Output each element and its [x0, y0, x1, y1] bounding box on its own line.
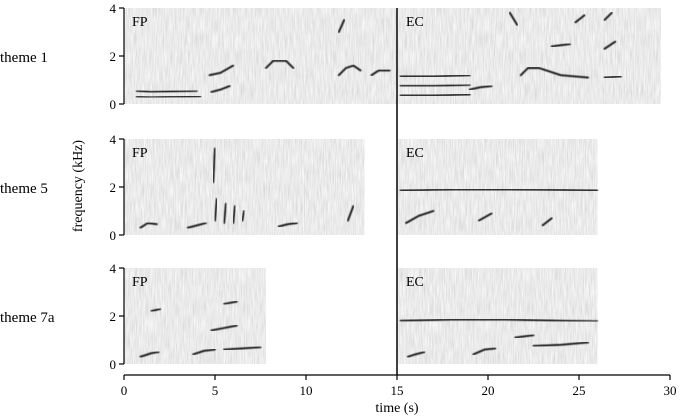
call-trace	[399, 93, 471, 97]
spectrogram-row: theme 5 FP EC 0 2 4	[0, 132, 599, 243]
spectrogram-background	[398, 268, 598, 364]
y-tick-label: 4	[110, 261, 117, 276]
call-trace	[241, 210, 246, 222]
spectrogram-rows: theme 1 FP EC 0 2 4 theme 5 FP EC 0 2 4 theme 7a FP EC…	[0, 1, 661, 372]
x-tick-label: 25	[573, 383, 586, 398]
spectrogram-background	[124, 8, 397, 104]
call-trace	[265, 59, 295, 69]
y-tick-label: 0	[110, 228, 117, 243]
spectrogram-row: theme 1 FP EC 0 2 4	[0, 1, 661, 112]
spectrogram-panel: EC	[398, 139, 599, 235]
call-trace	[468, 85, 493, 91]
x-tick-label: 10	[300, 383, 313, 398]
y-tick-label: 0	[110, 97, 117, 112]
call-trace	[212, 147, 216, 184]
row-label: theme 5	[0, 181, 48, 197]
call-trace	[370, 69, 391, 77]
call-trace	[603, 11, 613, 21]
call-trace	[519, 67, 590, 79]
call-trace	[532, 341, 590, 347]
call-trace	[210, 85, 231, 93]
panel-region-label: FP	[132, 15, 148, 30]
y-tick-label: 0	[110, 357, 117, 372]
x-tick-label: 30	[664, 383, 677, 398]
call-trace	[214, 198, 218, 222]
frequency-axis: 0 2 4	[110, 261, 125, 372]
spectrogram-panel: EC	[398, 268, 599, 364]
spectrogram-row: theme 7a FP EC 0 2 4	[0, 261, 599, 372]
call-trace	[150, 307, 162, 313]
call-trace	[337, 64, 362, 77]
y-tick-label: 2	[110, 49, 117, 64]
call-trace	[477, 212, 493, 222]
call-trace	[139, 351, 160, 358]
call-trace	[472, 347, 497, 356]
spectrogram-background	[398, 8, 661, 104]
panel-region-label: FP	[132, 275, 148, 290]
spectrogram-background	[124, 139, 365, 235]
spectrogram-background	[398, 139, 598, 235]
call-trace	[208, 64, 235, 77]
y-tick-label: 2	[110, 180, 117, 195]
call-trace	[541, 217, 553, 227]
call-trace	[223, 202, 227, 224]
x-tick-label: 5	[212, 383, 219, 398]
call-trace	[346, 205, 355, 222]
call-trace	[399, 188, 599, 192]
panel-region-label: FP	[132, 146, 148, 161]
call-trace	[223, 300, 238, 305]
call-trace	[210, 324, 238, 332]
y-tick-label: 2	[110, 309, 117, 324]
call-trace	[277, 222, 298, 228]
call-trace	[139, 222, 158, 229]
spectrogram-panel: FP	[124, 139, 365, 235]
call-trace	[186, 222, 207, 229]
call-trace	[399, 318, 599, 323]
y-axis-label: frequency (kHz)	[71, 140, 86, 232]
spectrogram-panel: FP	[124, 268, 266, 364]
call-trace	[399, 74, 471, 78]
call-trace	[192, 348, 216, 356]
call-trace	[337, 19, 346, 33]
x-tick-label: 20	[482, 383, 495, 398]
x-tick-label: 0	[121, 383, 128, 398]
panel-region-label: EC	[406, 275, 424, 290]
call-trace	[550, 43, 571, 48]
spectrogram-panel: EC	[398, 8, 661, 104]
x-axis-label: time (s)	[375, 401, 418, 416]
call-trace	[405, 210, 435, 224]
call-trace	[508, 11, 519, 26]
time-axis: 0 5 10 15 20 25 30	[121, 374, 677, 398]
call-trace	[232, 205, 236, 224]
call-trace	[514, 334, 535, 339]
call-trace	[399, 83, 471, 87]
x-tick-label: 15	[391, 383, 404, 398]
call-trace	[574, 14, 586, 24]
frequency-axis: 0 2 4	[110, 1, 125, 112]
call-trace	[603, 40, 617, 50]
spectrogram-panel: FP	[124, 8, 397, 104]
y-tick-label: 4	[110, 132, 117, 147]
frequency-axis: 0 2 4	[110, 132, 125, 243]
call-trace	[135, 95, 202, 99]
call-trace	[406, 351, 426, 358]
row-label: theme 7a	[0, 310, 55, 326]
row-label: theme 1	[0, 50, 48, 66]
call-trace	[223, 346, 262, 351]
panel-region-label: EC	[406, 15, 424, 30]
panel-region-label: EC	[406, 146, 424, 161]
call-trace	[135, 89, 198, 93]
call-trace	[603, 75, 622, 79]
y-tick-label: 4	[110, 1, 117, 16]
